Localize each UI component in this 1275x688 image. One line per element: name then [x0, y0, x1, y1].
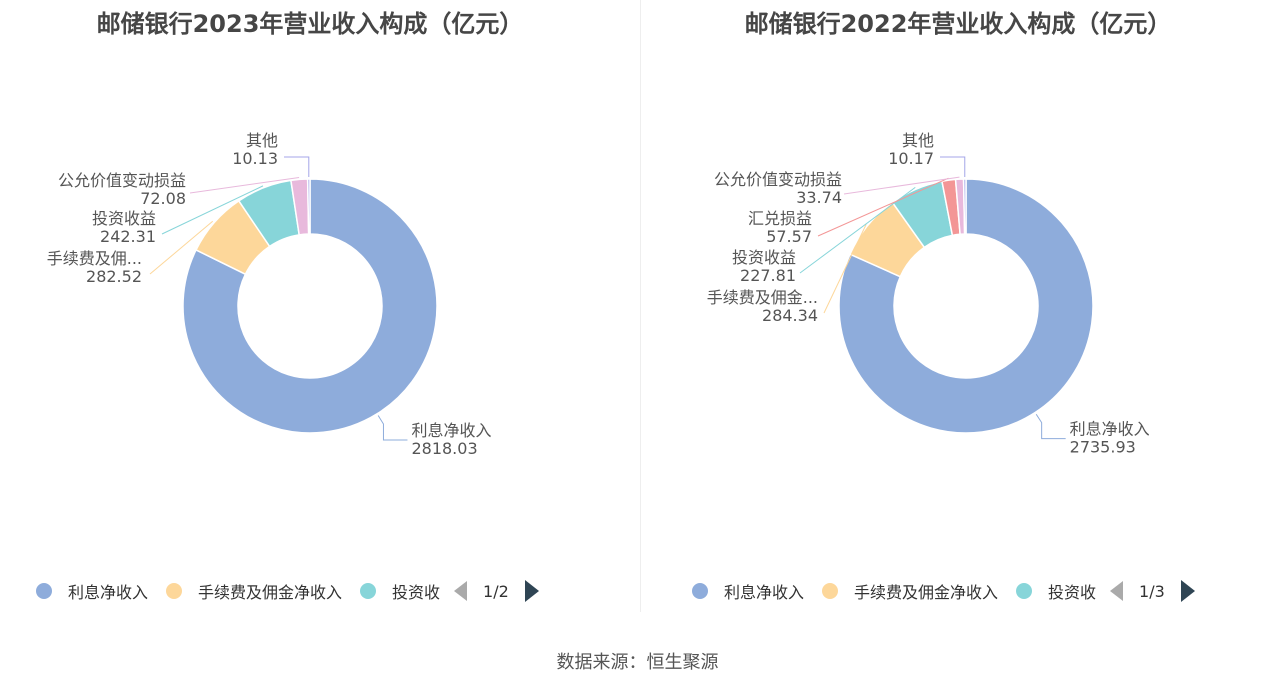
page-indicator: 1/3 — [1139, 581, 1165, 601]
slice-value-label: 284.34 — [762, 306, 818, 325]
slice-value-label: 227.81 — [740, 266, 796, 285]
legend: 利息净收入 手续费及佣金净收入 投资收 1/3 — [692, 576, 1195, 606]
legend-dot — [360, 583, 377, 599]
slice-label: 汇兑损益 — [748, 209, 812, 228]
chart-title: 邮储银行2022年营业收入构成（亿元） — [744, 10, 1172, 38]
legend-pager: 1/2 — [454, 580, 539, 602]
slice-label: 公允价值变动损益 — [58, 171, 186, 190]
slice-value-label: 242.31 — [100, 227, 156, 246]
slice-value-label: 72.08 — [140, 189, 186, 208]
donut-slice[interactable] — [962, 178, 967, 235]
legend-label: 投资收 — [1048, 583, 1097, 602]
leader-line — [377, 415, 408, 441]
slice-label: 手续费及佣金... — [707, 288, 818, 307]
next-page-icon[interactable] — [524, 580, 539, 602]
leader-line — [940, 156, 966, 177]
prev-page-icon[interactable] — [454, 581, 468, 601]
slice-value-label: 10.13 — [232, 149, 278, 168]
slice-label: 手续费及佣... — [47, 249, 142, 268]
legend-pager: 1/3 — [1110, 580, 1195, 602]
legend-item[interactable]: 投资收 — [360, 579, 440, 603]
prev-page-icon[interactable] — [1110, 581, 1124, 601]
panel-divider — [640, 0, 641, 612]
legend-dot — [692, 583, 708, 599]
leader-line — [284, 156, 310, 177]
slice-label: 其他 — [246, 131, 278, 150]
chart-panel-2023: 邮储银行2023年营业收入构成（亿元） 利息净收入 2818.03 手续费及佣...… — [0, 0, 637, 612]
leader-line — [817, 177, 949, 237]
legend-label: 投资收 — [392, 583, 441, 602]
slice-label: 投资收益 — [732, 248, 796, 267]
legend-item[interactable]: 利息净收入 — [692, 579, 804, 603]
page-indicator: 1/2 — [483, 581, 509, 601]
leader-line — [161, 185, 264, 235]
legend-label: 利息净收入 — [724, 583, 805, 602]
donut-slice[interactable] — [838, 178, 1094, 434]
leader-line — [1035, 413, 1066, 440]
legend-label: 手续费及佣金净收入 — [854, 583, 999, 602]
slice-value-label: 282.52 — [86, 267, 142, 286]
donut-slice[interactable] — [306, 178, 311, 235]
slice-value-label: 57.57 — [766, 227, 812, 246]
chart-title: 邮储银行2023年营业收入构成（亿元） — [96, 10, 524, 38]
legend-label: 手续费及佣金净收入 — [198, 583, 343, 602]
leader-line — [823, 224, 867, 314]
slice-value-label: 33.74 — [796, 188, 842, 207]
slice-label: 公允价值变动损益 — [714, 170, 842, 189]
legend-item[interactable]: 手续费及佣金净收入 — [822, 579, 998, 603]
slice-value-label: 2735.93 — [1070, 438, 1136, 457]
leader-line — [843, 176, 960, 195]
donut-slice[interactable] — [182, 178, 438, 434]
legend-item[interactable]: 利息净收入 — [36, 579, 148, 603]
leader-line — [149, 220, 214, 275]
legend: 利息净收入 手续费及佣金净收入 投资收 1/2 — [36, 576, 539, 606]
data-source: 数据来源：恒生聚源 — [556, 652, 719, 673]
legend-dot — [166, 583, 183, 599]
legend-dot — [1016, 583, 1033, 599]
slice-label: 利息净收入 — [411, 421, 491, 440]
slice-label: 利息净收入 — [1070, 420, 1150, 439]
legend-label: 利息净收入 — [68, 583, 149, 602]
slice-value-label: 10.17 — [888, 149, 934, 168]
legend-dot — [36, 583, 52, 599]
slice-value-label: 2818.03 — [411, 439, 477, 458]
legend-item[interactable]: 手续费及佣金净收入 — [166, 579, 342, 603]
legend-dot — [822, 583, 839, 599]
slice-label: 投资收益 — [92, 209, 156, 228]
legend-item[interactable]: 投资收 — [1016, 579, 1096, 603]
next-page-icon[interactable] — [1180, 580, 1195, 602]
leader-line — [189, 176, 300, 194]
slice-label: 其他 — [902, 131, 934, 150]
chart-panel-2022: 邮储银行2022年营业收入构成（亿元） 利息净收入 2735.93 手续费及佣金..… — [638, 0, 1275, 612]
